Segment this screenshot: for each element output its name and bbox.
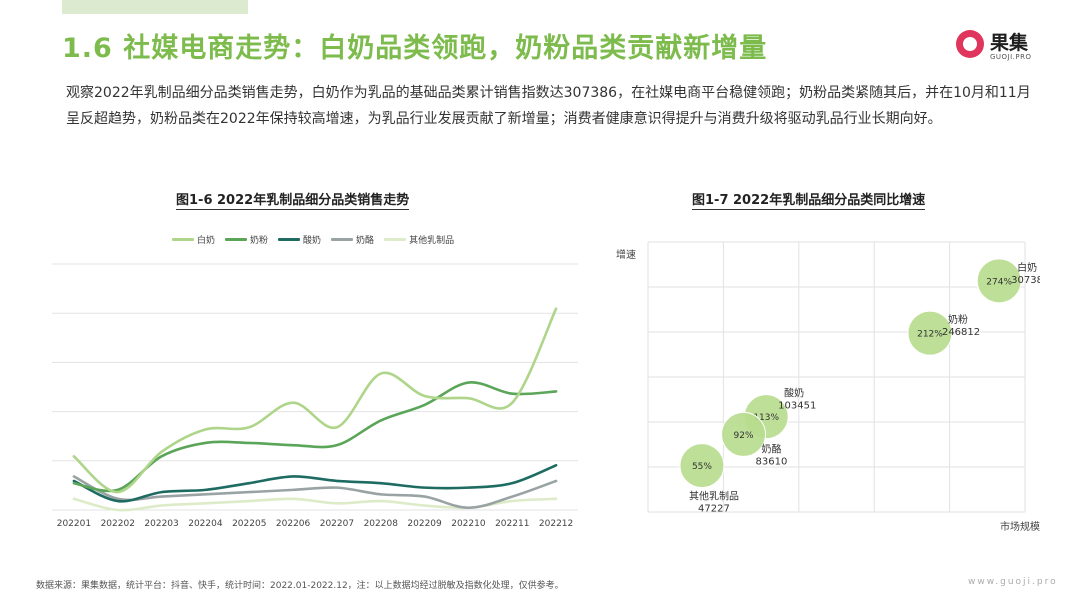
legend-item: 酸奶 — [278, 233, 321, 246]
legend-item: 白奶 — [172, 233, 215, 246]
series-line — [72, 307, 558, 494]
bubble-category-label: 白奶 — [1017, 261, 1037, 274]
line-chart-title: 图1-6 2022年乳制品细分品类销售走势 — [176, 193, 410, 210]
legend-label: 奶酪 — [356, 236, 375, 246]
x-tick-label: 202210 — [451, 519, 486, 529]
bubble-percent-label: 92% — [734, 431, 754, 441]
x-tick-label: 202204 — [188, 519, 223, 529]
x-tick-label: 202201 — [57, 519, 91, 529]
series-line — [72, 381, 558, 493]
bubble — [907, 310, 953, 356]
legend-label: 白奶 — [197, 236, 216, 246]
legend-swatch — [278, 238, 301, 241]
bubble-category-label: 奶粉 — [948, 313, 968, 326]
x-tick-label: 202211 — [495, 519, 529, 529]
bubble-category-label: 奶酪 — [762, 442, 782, 455]
bubble-category-label: 其他乳制品 — [689, 490, 739, 503]
x-tick-label: 202207 — [320, 519, 354, 529]
legend-swatch — [225, 238, 248, 241]
x-tick-label: 202209 — [407, 519, 442, 529]
series-line — [72, 475, 558, 510]
intro-paragraph: 观察2022年乳制品细分品类销售走势，白奶作为乳品的基础品类累计销售指数达307… — [66, 85, 1031, 127]
x-tick-label: 202202 — [101, 519, 135, 529]
logo-icon — [956, 30, 984, 58]
line-chart: 202201 202202 202203 202204 202205 202206 2022… — [52, 263, 578, 529]
legend-item: 其他乳制品 — [384, 233, 454, 246]
bubble-percent-label: 274% — [986, 277, 1012, 287]
bubble-value-label: 307386 — [1011, 275, 1040, 286]
page-title: 1.6 社媒电商走势：白奶品类领跑，奶粉品类贡献新增量 — [62, 33, 768, 64]
bubble-value-label: 83610 — [756, 456, 788, 467]
header-accent-bar — [62, 0, 248, 14]
data-source-note: 数据来源：果集数据，统计平台：抖音、快手，统计时间：2022.01-2022.1… — [36, 581, 564, 591]
x-tick-label: 202203 — [144, 519, 178, 529]
bubble-value-label: 47227 — [698, 504, 730, 515]
bubble-percent-label: 113% — [753, 413, 779, 423]
bubble — [679, 443, 725, 489]
bubble-value-label: 103451 — [778, 401, 816, 412]
legend-swatch — [331, 238, 354, 241]
bubble — [976, 258, 1022, 304]
bubble-value-label: 246812 — [942, 327, 980, 338]
bubble-category-label: 酸奶 — [784, 387, 804, 400]
logo-subtext: GUOJI.PRO — [990, 53, 1032, 61]
x-axis-label: 市场规模 — [1000, 520, 1040, 533]
y-axis-label: 增速 — [616, 248, 636, 261]
x-tick-label: 202205 — [232, 519, 266, 529]
series-line — [72, 463, 558, 503]
legend-label: 酸奶 — [303, 236, 322, 246]
legend-swatch — [384, 238, 407, 241]
line-chart-legend: 白奶 奶粉 酸奶 奶酪 其他乳制品 — [172, 233, 454, 246]
bubble — [721, 411, 767, 457]
x-tick-label: 202208 — [364, 519, 399, 529]
logo-text: 果集 — [990, 32, 1029, 54]
legend-swatch — [172, 238, 194, 241]
website-watermark: www.guoji.pro — [968, 577, 1058, 587]
bubble-percent-label: 212% — [917, 330, 943, 340]
brand-logo: 果集 GUOJI.PRO — [956, 28, 1066, 62]
legend-label: 其他乳制品 — [409, 236, 455, 246]
x-tick-label: 202206 — [276, 519, 311, 529]
legend-item: 奶粉 — [225, 233, 268, 246]
legend-label: 奶粉 — [250, 236, 269, 246]
legend-item: 奶酪 — [331, 233, 374, 246]
bubble-percent-label: 55% — [692, 462, 712, 472]
bubble-chart-title: 图1-7 2022年乳制品细分品类同比增速 — [692, 193, 926, 210]
x-tick-label: 202212 — [539, 519, 573, 529]
